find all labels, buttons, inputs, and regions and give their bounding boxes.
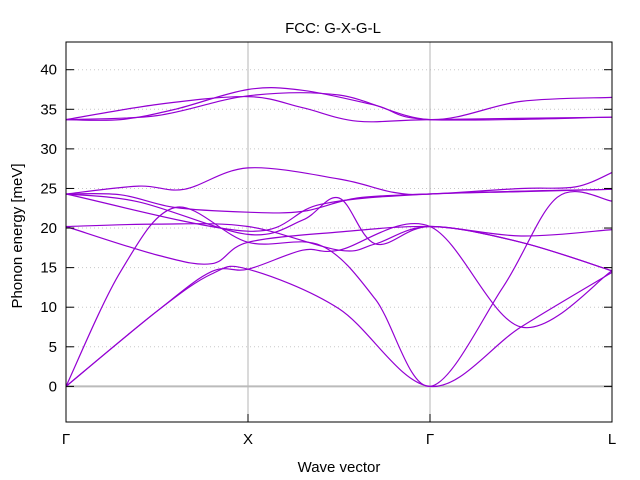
- grid-layer: [66, 42, 612, 422]
- x-tick-label: Γ: [62, 431, 70, 448]
- phonon-branch-5: [65, 223, 613, 272]
- y-tick-label: 25: [40, 180, 57, 197]
- phonon-branch-4: [65, 225, 613, 265]
- phonon-branch-3: [65, 191, 613, 388]
- series-layer: [65, 87, 613, 388]
- phonon-branch-6: [65, 193, 613, 272]
- tick-layer: 0 5 10 15 20 25 30 35 40 Γ X Γ L: [40, 62, 616, 448]
- y-tick-label: 0: [49, 378, 57, 395]
- y-tick-label: 30: [40, 141, 57, 158]
- y-axis-label: Phonon energy [meV]: [9, 163, 26, 308]
- x-tick-label: X: [243, 431, 253, 448]
- phonon-branch-12: [65, 95, 613, 123]
- phonon-branch-8: [65, 167, 613, 196]
- phonon-branch-1: [65, 265, 613, 388]
- y-tick-label: 15: [40, 260, 57, 277]
- y-tick-label: 40: [40, 62, 57, 79]
- x-axis-label: Wave vector: [298, 459, 381, 476]
- y-tick-label: 10: [40, 299, 57, 316]
- chart-title: FCC: G-X-G-L: [285, 20, 381, 37]
- y-tick-label: 20: [40, 220, 57, 237]
- phonon-branch-9: [65, 188, 613, 232]
- x-tick-label: L: [608, 431, 616, 448]
- phonon-branch-2: [65, 222, 613, 387]
- phonon-branch-10: [65, 92, 613, 121]
- x-tick-label: Γ: [426, 431, 434, 448]
- plot-frame: [65, 41, 613, 423]
- y-tick-label: 35: [40, 101, 57, 118]
- y-tick-label: 5: [49, 339, 57, 356]
- phonon-branch-11: [65, 87, 613, 121]
